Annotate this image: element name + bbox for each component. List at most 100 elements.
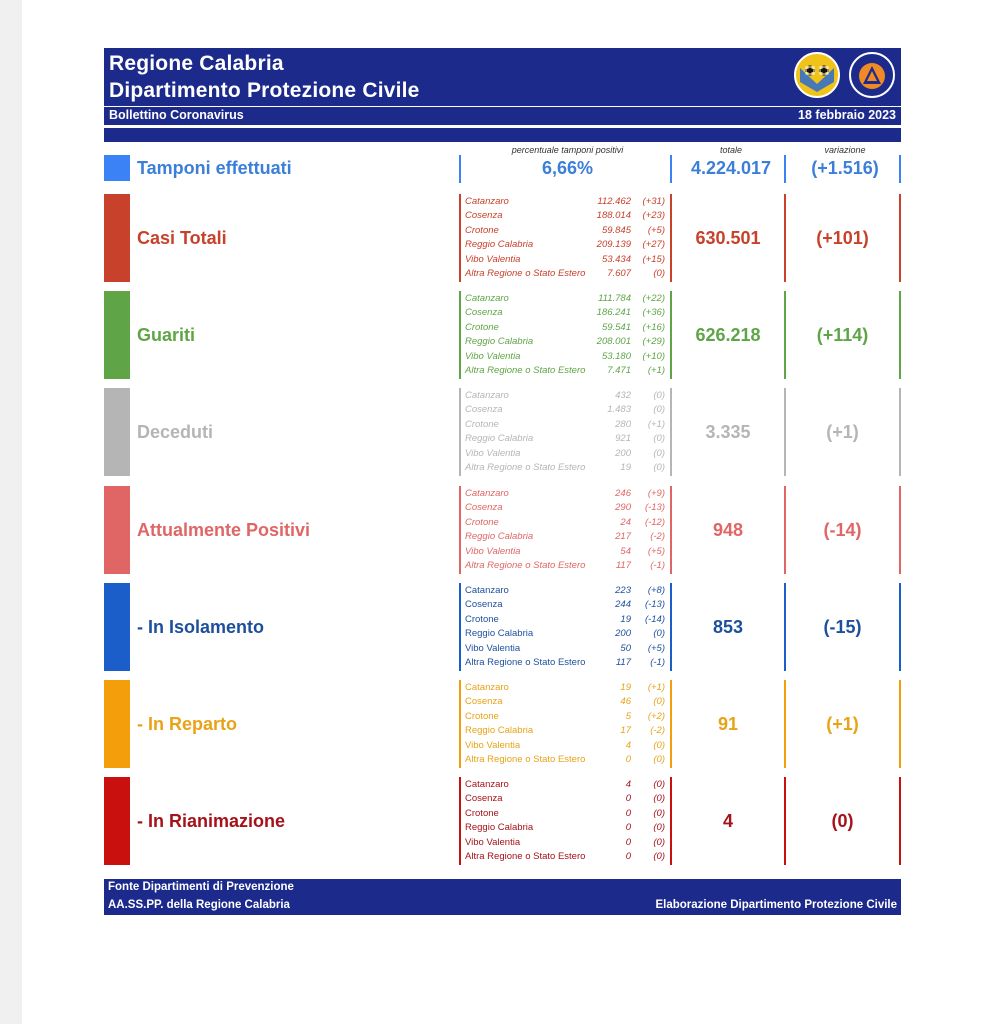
region-coat-of-arms-logo [794,52,840,98]
district-name: Catanzaro [465,196,509,207]
section-label: Guariti [137,325,196,345]
district-delta: (-13) [644,502,665,514]
section-divider [899,777,901,865]
district-delta: (-12) [644,516,665,528]
district-value: 111.784 [598,293,631,304]
section-variation: (+114) [816,325,869,345]
district-name: Reggio Calabria [465,531,534,543]
header-title-department: Dipartimento Protezione Civile [109,79,420,102]
section-variation: (+1) [826,714,859,734]
section-total: 91 [717,714,739,734]
district-row: Catanzaro 111.784 (+22) [463,292,668,306]
district-delta: (+5) [647,224,665,236]
district-row: Altra Regione o Stato Estero 7.607 (0) [463,267,668,281]
section-divider [784,291,786,379]
section-total: 4 [722,811,733,831]
section-variation: (-14) [823,520,862,540]
section-divider [670,291,672,379]
district-row: Crotone 24 (-12) [463,516,668,530]
district-value: 208.001 [596,336,631,348]
district-row: Reggio Calabria 200 (0) [463,627,668,641]
district-list: Catanzaro 246 (+9) Cosenza 290 (-13) Crotone 24… [463,487,668,573]
section-divider [899,583,901,671]
district-name: Vibo Valentia [465,642,521,654]
district-row: Catanzaro 223 (+8) [463,584,668,598]
district-list: Catanzaro 112.462 (+31) Cosenza 188.014 (+23)… [463,195,668,281]
district-value: 0 [625,850,631,862]
section-divider [784,486,786,574]
district-name: Vibo Valentia [465,836,521,848]
section-divider [784,583,786,671]
district-value: 24 [620,516,631,528]
district-delta: (+31) [642,196,665,207]
district-name: Reggio Calabria [465,822,534,834]
district-name: Catanzaro [465,488,509,499]
district-delta: (+1) [647,364,665,376]
district-value: 432 [615,390,631,401]
district-row: Crotone 19 (-14) [463,613,668,627]
bulletin-title: Bollettino Coronavirus [109,108,244,122]
district-row: Catanzaro 432 (0) [463,389,668,403]
district-row: Cosenza 46 (0) [463,695,668,709]
tamponi-variation: (+1.516) [811,158,879,178]
district-delta: (+9) [647,488,665,499]
section-block: Guariti Catanzaro 111.784 (+22) Cosenza 186.2… [104,291,901,379]
district-row: Altra Regione o Stato Estero 117 (-1) [463,559,668,573]
total-column-header: totale [719,145,743,155]
crosses-icon [797,55,837,95]
tamponi-divider [899,155,901,183]
section-color-box [104,583,130,671]
district-value: 4 [625,739,631,751]
district-delta: (0) [653,404,665,416]
tamponi-positive-percentage: 6,66% [541,158,594,178]
section-color-box [104,194,130,282]
district-delta: (0) [653,433,665,445]
section-block: - In Isolamento Catanzaro 223 (+8) Cosenza 24… [104,583,901,671]
district-delta: (0) [653,739,665,751]
section-variation: (0) [831,811,854,831]
district-row: Reggio Calabria 17 (-2) [463,724,668,738]
variation-column-header: variazione [824,145,866,155]
district-name: Altra Regione o Stato Estero [465,267,586,279]
district-value: 54 [620,545,631,557]
header-title-region: Regione Calabria [109,52,284,75]
section-divider [899,291,901,379]
tamponi-color-box [104,155,130,181]
district-value: 244 [615,599,631,611]
district-value: 0 [625,753,631,765]
district-value: 7.607 [607,267,631,279]
district-value: 246 [615,488,631,499]
district-row: Altra Regione o Stato Estero 117 (-1) [463,656,668,670]
district-name: Altra Regione o Stato Estero [465,753,586,765]
section-block: Deceduti Catanzaro 432 (0) Cosenza 1.483 (0) Cr… [104,388,901,476]
district-value: 19 [620,461,631,473]
district-row: Crotone 5 (+2) [463,710,668,724]
section-divider [899,194,901,282]
section-block: - In Rianimazione Catanzaro 4 (0) Cosenza 0 (0… [104,777,901,865]
district-value: 0 [625,807,631,819]
district-value: 921 [615,433,631,445]
district-delta: (+1) [647,418,665,430]
section-variation: (+101) [816,228,869,248]
district-row: Crotone 0 (0) [463,807,668,821]
section-divider [459,583,461,671]
district-value: 1.483 [607,404,631,416]
district-row: Catanzaro 246 (+9) [463,487,668,501]
district-name: Catanzaro [465,585,509,596]
district-delta: (+1) [647,682,665,693]
district-value: 53.434 [601,253,631,265]
section-divider [784,777,786,865]
district-value: 186.241 [596,307,631,319]
district-value: 17 [620,725,631,737]
district-name: Cosenza [465,793,503,805]
civil-protection-icon [852,55,892,95]
district-row: Altra Regione o Stato Estero 19 (0) [463,461,668,475]
district-name: Crotone [465,710,499,722]
district-delta: (0) [653,850,665,862]
district-delta: (0) [653,779,665,790]
district-row: Vibo Valentia 0 (0) [463,836,668,850]
district-row: Cosenza 290 (-13) [463,501,668,515]
district-value: 0 [625,836,631,848]
district-row: Cosenza 188.014 (+23) [463,209,668,223]
section-block: Casi Totali Catanzaro 112.462 (+31) Cosenza 1… [104,194,901,282]
